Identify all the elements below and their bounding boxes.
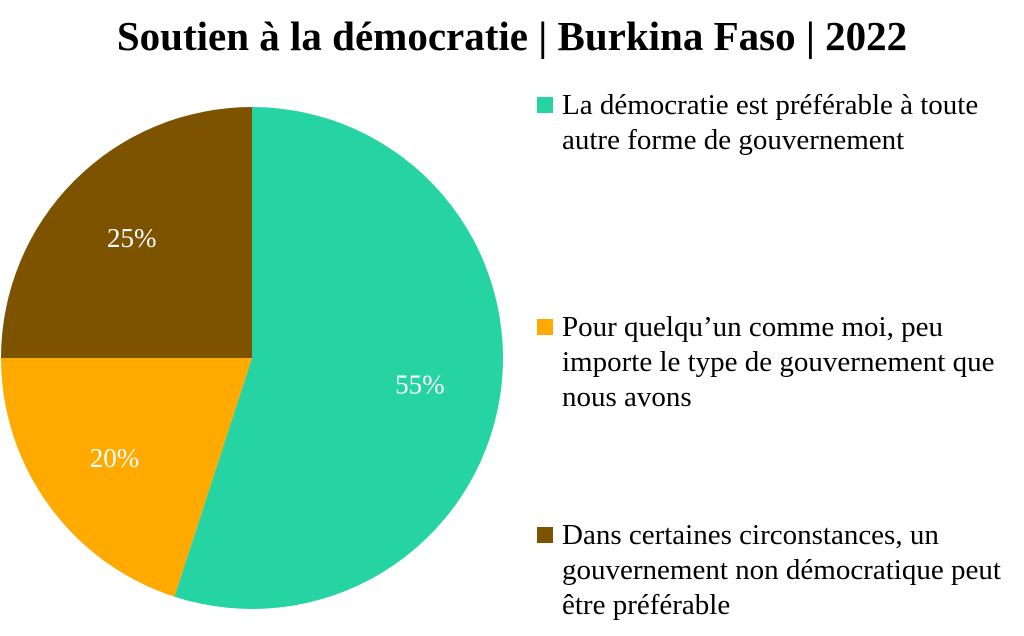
pie-slice-non-democratique	[1, 107, 252, 358]
legend-label-non-democratique: Dans certaines circonstances, un gouvern…	[562, 519, 1001, 621]
legend-label-democratie-preferable: La démocratie est préférable à toute aut…	[562, 89, 979, 156]
slice-label-democratie-preferable: 55%	[395, 370, 445, 400]
pie-slice-democratie-preferable	[174, 107, 503, 609]
legend-swatch-non-democratique	[537, 527, 553, 543]
pie-slice-peu-importe	[1, 358, 252, 597]
slice-label-peu-importe: 20%	[90, 443, 140, 473]
chart-title: Soutien à la démocratie | Burkina Faso |…	[116, 13, 908, 59]
legend-swatch-democratie-preferable	[537, 97, 553, 113]
slice-label-non-democratique: 25%	[107, 223, 157, 253]
legend-label-peu-importe: Pour quelqu’un comme moi, peu importe le…	[562, 311, 995, 413]
legend-swatch-peu-importe	[537, 319, 553, 335]
